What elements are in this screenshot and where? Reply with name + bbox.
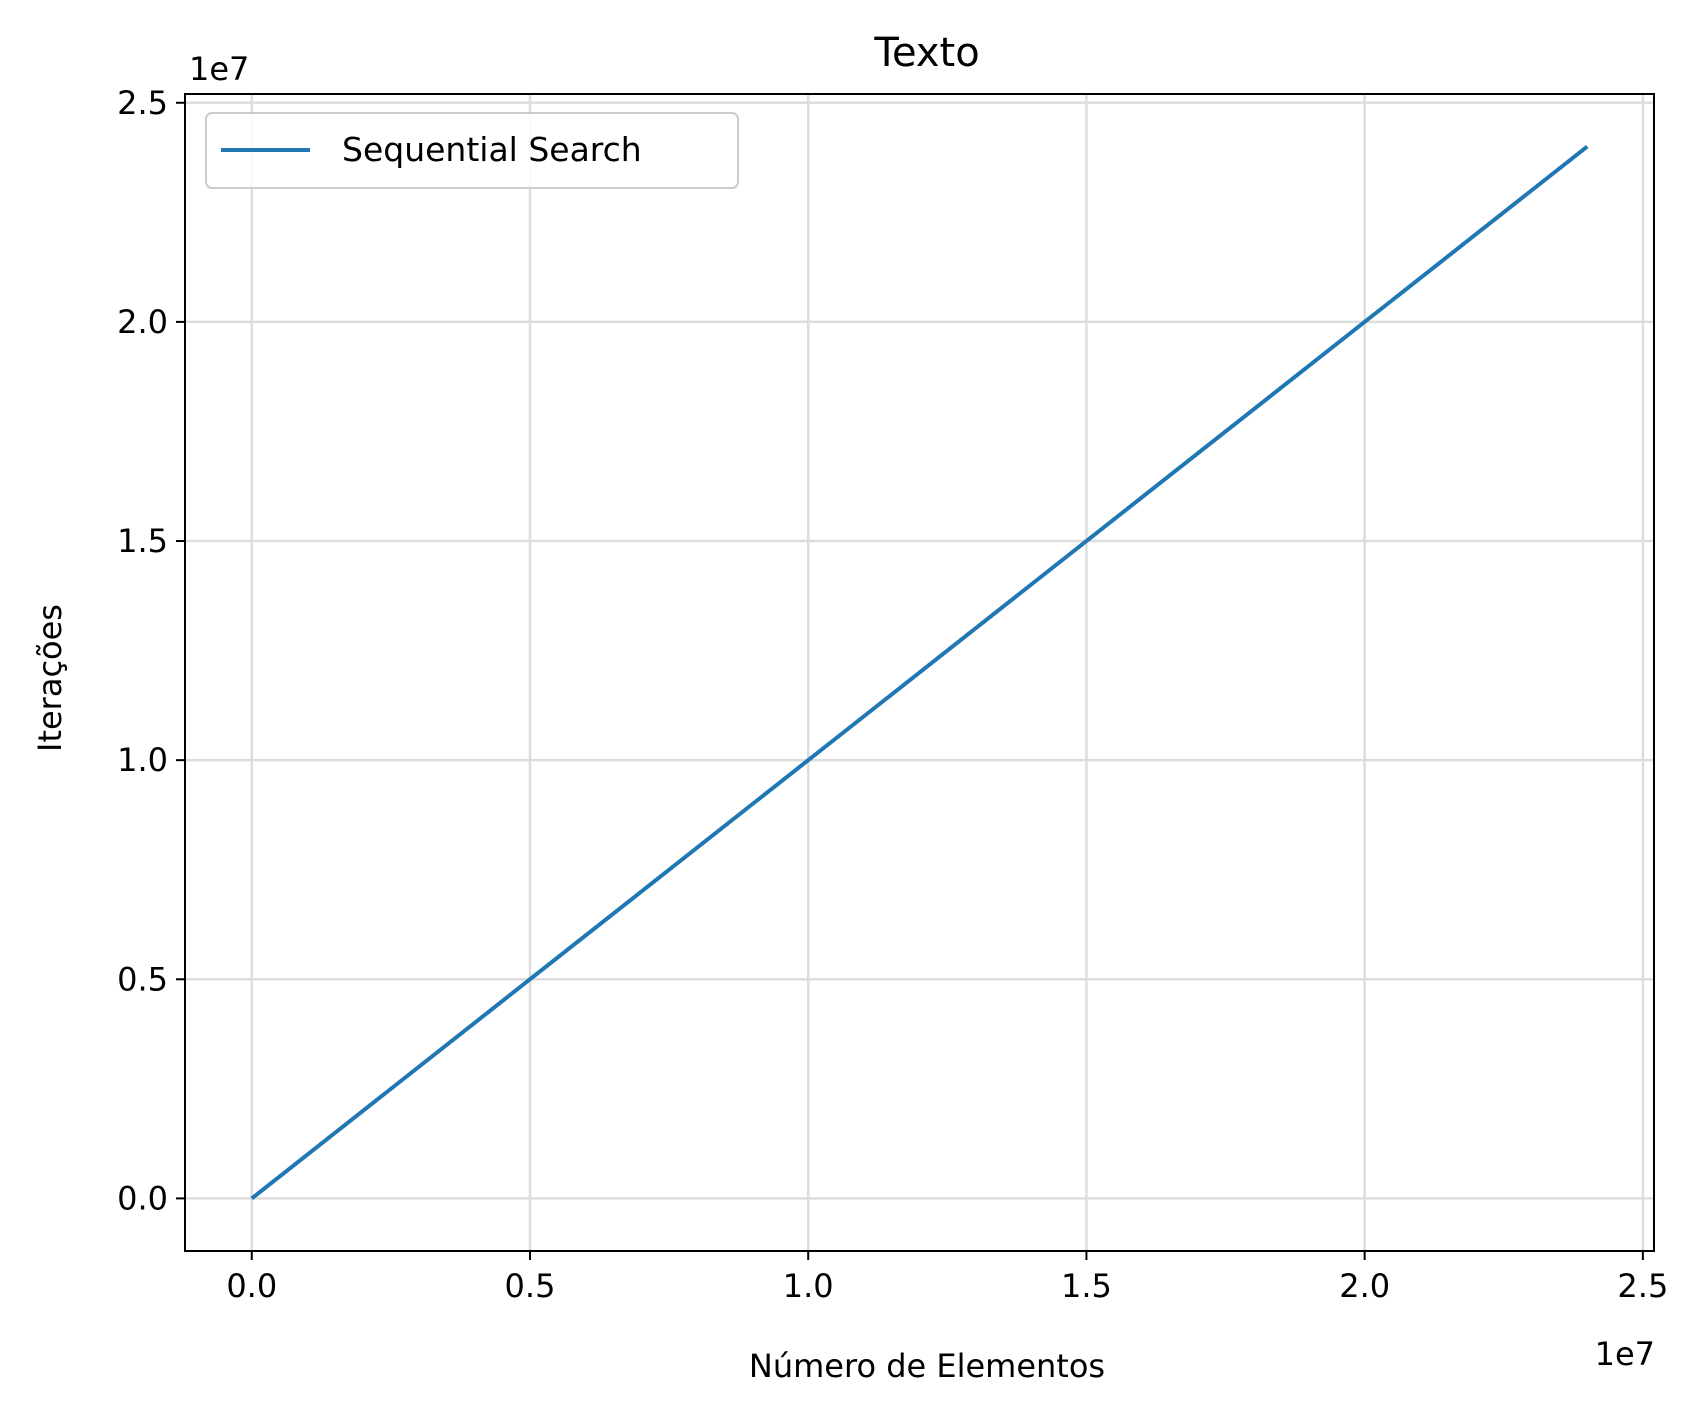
- plot-frame: [184, 93, 1655, 1252]
- x-tick-label: 0.5: [505, 1267, 556, 1305]
- legend: Sequential Search: [205, 112, 739, 189]
- series-line: [250, 145, 1589, 1200]
- series-layer: [250, 145, 1589, 1200]
- y-tick-label: 0.5: [117, 960, 168, 998]
- x-tick-label: 1.5: [1061, 1267, 1112, 1305]
- legend-label: Sequential Search: [342, 130, 642, 169]
- y-tick-label: 2.0: [117, 303, 168, 341]
- y-tick-label: 1.5: [117, 522, 168, 560]
- x-tick-label: 0.0: [226, 1267, 277, 1305]
- x-tick-label: 2.5: [1617, 1267, 1668, 1305]
- x-tick-label: 2.0: [1339, 1267, 1390, 1305]
- y-tick-label: 0.0: [117, 1179, 168, 1217]
- y-axis-offset-text: 1e7: [189, 50, 249, 88]
- y-tick-label: 2.5: [117, 84, 168, 122]
- y-axis-label: Iterações: [31, 604, 69, 752]
- legend-box: [205, 112, 739, 189]
- y-tick-label: 1.0: [117, 741, 168, 779]
- grid: [185, 94, 1654, 1251]
- chart-title: Texto: [873, 30, 979, 76]
- x-axis-ticks: 0.0 0.5 1.0 1.5 2.0 2.5: [226, 1251, 1668, 1305]
- x-axis-label: Número de Elementos: [749, 1347, 1105, 1385]
- x-tick-label: 1.0: [783, 1267, 834, 1305]
- y-axis-ticks: 0.0 0.5 1.0 1.5 2.0 2.5: [117, 84, 185, 1217]
- x-axis-offset-text: 1e7: [1595, 1335, 1655, 1373]
